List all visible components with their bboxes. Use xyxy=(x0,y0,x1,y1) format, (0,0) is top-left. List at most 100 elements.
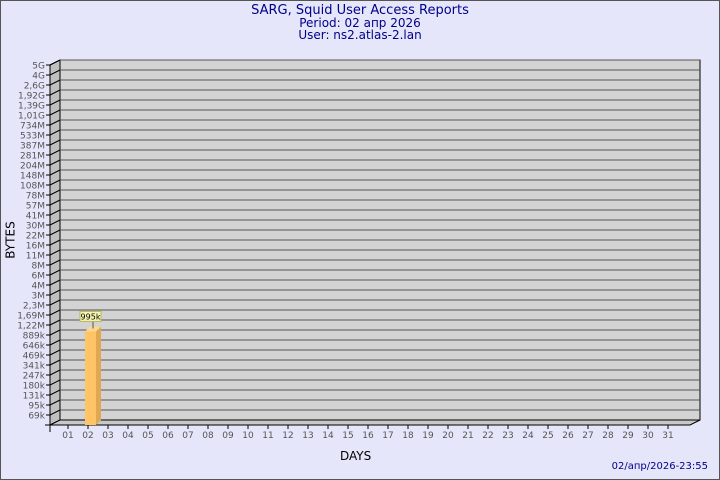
y-tick-diagonal xyxy=(49,59,61,66)
y-tick-label: 78M xyxy=(26,192,45,202)
y-tick-diagonal xyxy=(49,129,61,136)
chart-period: Period: 02 апр 2026 xyxy=(299,16,421,30)
x-tick-label: 08 xyxy=(202,431,214,441)
y-tick-label: 281M xyxy=(20,152,45,162)
y-tick-label: 95k xyxy=(28,402,45,412)
y-tick-label: 180k xyxy=(23,382,46,392)
x-tick-label: 19 xyxy=(422,431,434,441)
y-tick-diagonal xyxy=(49,119,61,126)
y-tick-diagonal xyxy=(49,69,61,76)
y-tick-label: 5G xyxy=(32,62,45,72)
y-tick-diagonal xyxy=(49,349,61,356)
x-tick-label: 23 xyxy=(502,431,513,441)
bar-side xyxy=(96,326,101,425)
x-tick-label: 24 xyxy=(522,431,534,441)
y-tick-diagonal xyxy=(49,89,61,96)
y-axis-label: BYTES xyxy=(3,221,18,259)
y-tick-label: 57M xyxy=(26,202,45,212)
y-tick-diagonal xyxy=(49,399,61,406)
y-tick-label: 2,6G xyxy=(24,82,45,92)
y-tick-diagonal xyxy=(49,229,61,236)
y-tick-label: 204M xyxy=(20,162,45,172)
x-tick-label: 03 xyxy=(102,431,113,441)
y-tick-label: 11M xyxy=(26,252,45,262)
x-tick-label: 07 xyxy=(182,431,193,441)
y-tick-label: 16M xyxy=(26,242,45,252)
x-tick-label: 22 xyxy=(482,431,493,441)
y-tick-diagonal xyxy=(49,239,61,246)
x-tick-label: 15 xyxy=(342,431,353,441)
data-label-box xyxy=(79,310,102,322)
y-tick-label: 1,39G xyxy=(18,102,45,112)
y-tick-diagonal xyxy=(49,339,61,346)
y-tick-diagonal xyxy=(49,209,61,216)
y-tick-label: 734M xyxy=(20,122,45,132)
y-tick-diagonal xyxy=(49,269,61,276)
x-tick-label: 21 xyxy=(462,431,473,441)
y-tick-label: 6M xyxy=(32,272,46,282)
x-tick-label: 05 xyxy=(142,431,153,441)
y-tick-label: 1,22M xyxy=(17,322,45,332)
timestamp: 02/апр/2026-23:55 xyxy=(611,461,708,472)
y-tick-diagonal xyxy=(49,249,61,256)
y-tick-diagonal xyxy=(49,169,61,176)
y-tick-diagonal xyxy=(49,259,61,266)
bar xyxy=(85,331,96,425)
y-tick-diagonal xyxy=(49,309,61,316)
y-tick-diagonal xyxy=(49,149,61,156)
y-tick-diagonal xyxy=(49,299,61,306)
x-tick-label: 31 xyxy=(662,431,673,441)
y-tick-label: 148M xyxy=(20,172,45,182)
x-tick-label: 13 xyxy=(302,431,313,441)
y-tick-diagonal xyxy=(49,79,61,86)
y-tick-diagonal xyxy=(49,139,61,146)
y-tick-diagonal xyxy=(49,99,61,106)
x-tick-label: 16 xyxy=(362,431,374,441)
y-tick-label: 8M xyxy=(32,262,46,272)
x-tick-label: 02 xyxy=(82,431,93,441)
y-tick-diagonal xyxy=(49,219,61,226)
x-tick-label: 06 xyxy=(162,431,174,441)
x-tick-label: 10 xyxy=(242,431,254,441)
y-tick-label: 889k xyxy=(23,332,46,342)
y-tick-label: 646k xyxy=(23,342,46,352)
y-tick-label: 3M xyxy=(32,292,46,302)
x-tick-label: 18 xyxy=(402,431,414,441)
x-tick-label: 04 xyxy=(122,431,134,441)
y-tick-diagonal xyxy=(49,159,61,166)
x-tick-label: 11 xyxy=(262,431,273,441)
y-tick-label: 469k xyxy=(23,352,46,362)
y-tick-diagonal xyxy=(49,359,61,366)
y-tick-label: 4G xyxy=(32,72,45,82)
x-tick-label: 09 xyxy=(222,431,234,441)
y-tick-diagonal xyxy=(49,329,61,336)
x-tick-label: 12 xyxy=(282,431,293,441)
y-tick-diagonal xyxy=(49,319,61,326)
y-tick-diagonal xyxy=(49,379,61,386)
x-tick-label: 14 xyxy=(322,431,334,441)
y-tick-label: 341k xyxy=(23,362,46,372)
y-tick-label: 1,01G xyxy=(18,112,45,122)
y-tick-diagonal xyxy=(49,289,61,296)
y-tick-label: 247k xyxy=(23,372,46,382)
y-tick-label: 1,69M xyxy=(17,312,45,322)
y-tick-diagonal xyxy=(49,189,61,196)
chart-title: SARG, Squid User Access Reports xyxy=(251,3,469,18)
y-tick-label: 387M xyxy=(20,142,45,152)
y-tick-label: 41M xyxy=(26,212,45,222)
x-tick-label: 17 xyxy=(382,431,393,441)
x-tick-label: 20 xyxy=(442,431,454,441)
x-tick-label: 26 xyxy=(562,431,574,441)
x-tick-label: 29 xyxy=(622,431,634,441)
x-tick-label: 01 xyxy=(62,431,73,441)
y-tick-label: 22M xyxy=(26,232,45,242)
x-axis-label: DAYS xyxy=(340,449,372,463)
y-tick-diagonal xyxy=(49,279,61,286)
floor xyxy=(49,419,701,426)
x-tick-label: 30 xyxy=(642,431,654,441)
y-tick-diagonal xyxy=(49,369,61,376)
chart-user: User: ns2.atlas-2.lan xyxy=(298,28,422,42)
y-tick-label: 533M xyxy=(20,132,45,142)
x-tick-label: 28 xyxy=(602,431,614,441)
